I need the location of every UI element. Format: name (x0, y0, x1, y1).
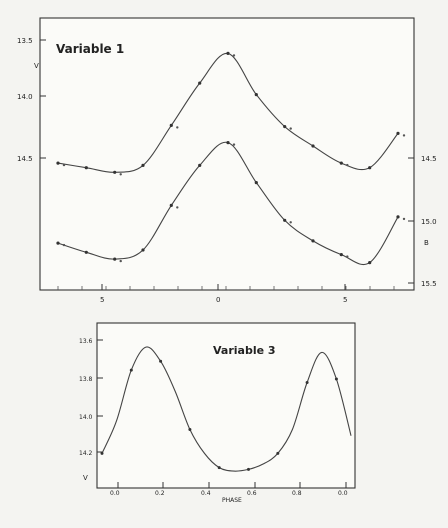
bottom-ylabel: V (83, 474, 88, 482)
bottom-series-point (159, 359, 163, 363)
top-left-tick-label: 14.5 (17, 155, 33, 163)
top-series-1-point (254, 93, 258, 97)
bottom-ytick-label: 13.8 (79, 376, 93, 383)
top-xtick-label: 5 (343, 296, 347, 304)
top-series-2-point (283, 218, 287, 222)
top-series-1-point (289, 127, 292, 130)
top-series-1-point (346, 163, 349, 167)
top-series-1-point (311, 144, 315, 148)
top-series-2-point (396, 215, 400, 219)
top-series-1-point (113, 170, 117, 174)
bottom-series-point (305, 381, 309, 384)
top-panel: Variable 1 V B 13.5 14.0 14.5 14.5 15.0 15.5 5… (17, 17, 437, 304)
bottom-series-point (247, 467, 250, 471)
bottom-xtick-label: 0.0 (110, 490, 120, 497)
top-series-1-point (119, 173, 122, 176)
top-series-2-point (141, 248, 145, 252)
top-right-tick-label: 14.5 (421, 155, 437, 163)
top-series-1-point (198, 81, 202, 85)
top-left-tick-label: 14.0 (17, 93, 33, 101)
bottom-series-point (276, 451, 280, 455)
bottom-panel: Variable 3 V PHASE 13.6 13.8 14.0 14.2 0.0 0.… (79, 322, 356, 504)
top-series-2-point (198, 163, 202, 167)
top-series-1-point (141, 163, 145, 167)
top-right-tick-label: 15.0 (421, 218, 437, 226)
top-series-1-point (402, 134, 406, 137)
bottom-series-point (188, 428, 192, 431)
bottom-xtick-label: 0.4 (201, 490, 211, 497)
bottom-plot-frame (96, 322, 356, 489)
bottom-series-point (129, 368, 133, 372)
top-series-1-point (226, 51, 230, 56)
bottom-series-point (100, 451, 104, 455)
top-xtick-label: 5 (100, 296, 104, 304)
top-series-2-point (56, 241, 60, 245)
bottom-xlabel: PHASE (222, 497, 242, 504)
bottom-series-point (217, 466, 221, 470)
top-xtick-label: 0 (216, 296, 220, 304)
top-left-tick-label: 13.5 (17, 37, 33, 45)
top-series-2-point (226, 141, 230, 145)
top-series-2-point (113, 257, 117, 261)
top-series-1-point (169, 123, 173, 127)
top-series-2-point (289, 221, 292, 224)
top-series-2-point (169, 203, 173, 207)
top-series-1-point (396, 131, 400, 135)
bottom-xtick-label: 0.6 (247, 490, 257, 497)
top-series-1-point (232, 54, 236, 57)
top-series-1-point (176, 126, 179, 129)
top-series-2-point (176, 206, 179, 209)
bottom-chart-title: Variable 3 (213, 344, 276, 357)
top-series-2-point (84, 250, 88, 254)
top-series-1-point (339, 161, 343, 165)
top-series-2-point (346, 255, 349, 258)
bottom-ytick-label: 13.6 (79, 338, 93, 345)
bottom-xtick-label: 0.0 (338, 490, 348, 497)
top-series-2-point (119, 259, 122, 263)
top-series-1-point (56, 161, 60, 165)
top-right-tick-label: 15.5 (421, 280, 437, 288)
top-plot-frame (39, 17, 415, 291)
bottom-ytick-label: 14.2 (79, 450, 93, 457)
top-series-2-point (232, 143, 236, 146)
top-right-ylabel: B (424, 239, 429, 247)
bottom-series-point (334, 377, 338, 381)
top-series-2-point (339, 253, 343, 257)
top-series-2-point (402, 217, 406, 221)
bottom-xtick-label: 0.8 (292, 490, 302, 497)
bottom-xtick-label: 0.2 (155, 490, 165, 497)
bottom-series-line (101, 346, 352, 472)
top-series-1-point (368, 166, 372, 170)
top-series-2-point (62, 243, 66, 247)
top-series-1-point (283, 125, 287, 129)
top-left-ylabel: V (34, 62, 39, 70)
bottom-ytick-label: 14.0 (79, 414, 93, 421)
top-series-2-point (254, 181, 258, 185)
top-series-2-point (368, 261, 372, 265)
top-chart-title: Variable 1 (56, 42, 124, 56)
top-series-2-point (311, 239, 315, 243)
top-series-1-point (62, 163, 66, 167)
top-series-1-point (84, 166, 88, 170)
